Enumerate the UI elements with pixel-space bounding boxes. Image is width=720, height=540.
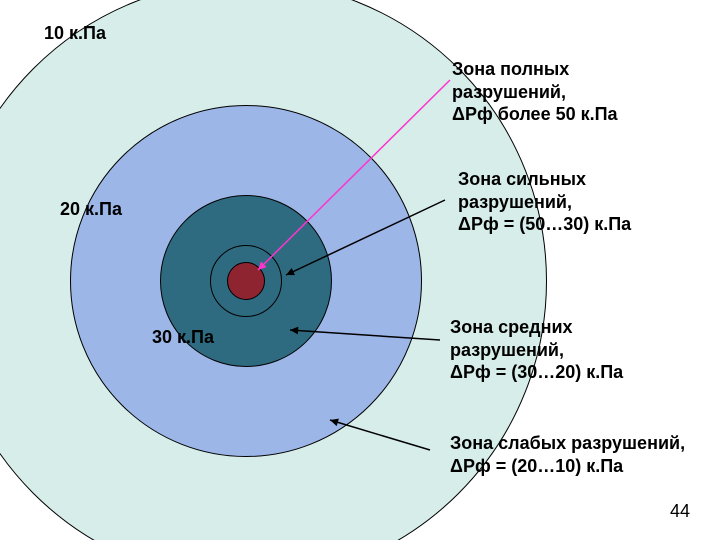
label-zone-strong: Зона сильных разрушений, ΔРф = (50…30) к… (458, 168, 631, 236)
page-number: 44 (670, 501, 690, 522)
diagram-stage: 10 к.Па 20 к.Па 30 к.Па Зона полных разр… (0, 0, 720, 540)
label-20kpa: 20 к.Па (60, 198, 122, 221)
label-zone-weak: Зона слабых разрушений, ΔРф = (20…10) к.… (450, 432, 685, 477)
zone-core-circle (227, 262, 265, 300)
label-30kpa: 30 к.Па (152, 326, 214, 349)
label-zone-full: Зона полных разрушений, ΔРф более 50 к.П… (452, 58, 618, 126)
label-zone-medium: Зона средних разрушений, ΔРф = (30…20) к… (450, 316, 623, 384)
label-10kpa: 10 к.Па (44, 22, 106, 45)
